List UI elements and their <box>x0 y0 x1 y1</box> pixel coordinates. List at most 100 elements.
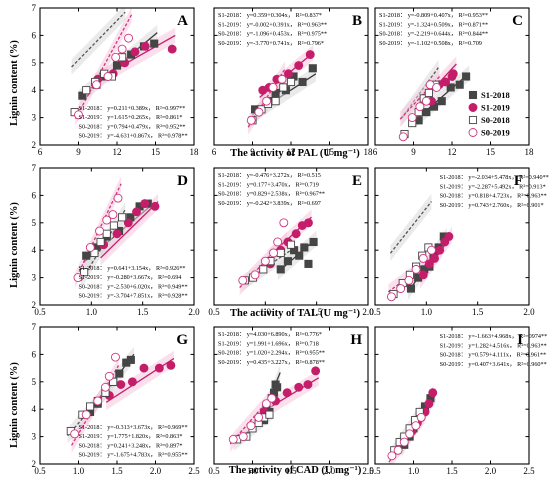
point-g-1-3 <box>139 363 149 373</box>
equation-a-3: S0-2019： y=-4.631+0.867x， R²=0.978** <box>79 133 188 140</box>
point-b-3-4 <box>277 74 287 84</box>
xtick-label-a-2: 12 <box>113 147 122 157</box>
point-g-3-3 <box>100 382 110 392</box>
point-f-3-1 <box>396 284 406 294</box>
equation-f-1: S1-2019： y=-2.287+5.492x， R²=0.913* <box>440 183 546 190</box>
xtick-label-e-1: 1.0 <box>260 307 272 317</box>
xtick-label-i-2: 1.5 <box>446 466 458 476</box>
point-f-3-3 <box>411 264 421 274</box>
fit-line-d-3 <box>74 183 122 281</box>
fit-band-a-2 <box>71 8 126 75</box>
point-f-1-2 <box>430 253 439 263</box>
point-d-1-1 <box>112 229 122 239</box>
point-b-0-6 <box>308 64 317 73</box>
equation-e-1: S1-2019： y=0.177+3.470x， R²=0.719 <box>218 181 319 188</box>
plot-area-f <box>386 193 454 302</box>
y-axis-titles: Lignin content (%) Lignin content (%) Li… <box>9 40 20 448</box>
ytick-label-d-5: 7 <box>32 163 37 173</box>
point-a-3-2 <box>103 72 113 81</box>
point-e-0-6 <box>309 237 318 247</box>
point-c-1-3 <box>441 77 451 87</box>
xtick-label-g-0: 0.5 <box>34 466 46 476</box>
point-a-3-1 <box>92 80 101 90</box>
point-a-2-1 <box>82 86 91 95</box>
point-c-3-1 <box>407 113 417 123</box>
point-g-1-1 <box>116 380 126 389</box>
equation-h-3: S0-2019： y=0.435+3.227x， R²=0.878** <box>218 359 325 366</box>
point-f-0-0 <box>406 284 415 293</box>
point-e-3-4 <box>273 237 283 247</box>
panel-label-d: D <box>177 173 188 189</box>
point-g-3-1 <box>81 410 91 420</box>
x-axis-title-row-2: The activity of TAL (U mg⁻¹) <box>230 308 360 319</box>
panel-g: 0.5 1.0 1.5 2.0 2.5 2 3 4 5 6 7 G S1-2018： y=-0.313+… <box>32 322 201 476</box>
equation-e-2: S0-2018： y=0.829+2.538x， R²=0.967** <box>218 191 325 198</box>
point-d-2-0 <box>80 268 89 277</box>
point-h-3-5 <box>267 393 277 403</box>
point-c-3-2 <box>415 102 425 112</box>
point-a-0-6 <box>150 39 159 48</box>
equation-e-0: S1-2018： y=-0.476+3.272x， R²=0.515 <box>218 172 321 179</box>
xtick-label-h-4: 2.5 <box>362 466 374 476</box>
equation-f-2: S0-2018： y=0.818+4.723x， R²=0.963** <box>440 193 547 200</box>
ytick-label-g-1: 3 <box>32 432 37 442</box>
point-d-1-5 <box>150 201 160 211</box>
xtick-label-i-4: 2.5 <box>523 466 535 476</box>
plot-area-e <box>238 209 318 296</box>
legend-label-1: S1-2019 <box>481 103 510 113</box>
panel-label-e: E <box>352 173 362 189</box>
point-e-0-4 <box>300 243 309 252</box>
point-g-0-4 <box>115 369 124 378</box>
ytick-label-a-5: 7 <box>32 3 37 13</box>
legend-marker-3 <box>468 128 478 137</box>
point-e-3-5 <box>279 218 289 228</box>
point-f-3-2 <box>404 275 414 285</box>
ytick-label-a-3: 5 <box>32 58 37 68</box>
xtick-label-a-3: 15 <box>151 147 161 157</box>
point-e-0-0 <box>276 265 285 274</box>
point-g-1-2 <box>127 377 137 387</box>
point-a-1-3 <box>130 47 140 57</box>
xtick-label-d-0: 0.5 <box>34 307 46 317</box>
equation-h-2: S0-2018： y=1.020+2.294x， R²=0.955** <box>218 350 325 357</box>
plot-area-a <box>70 8 177 127</box>
fit-band-a-3 <box>75 8 132 127</box>
point-b-3-0 <box>246 115 256 125</box>
ytick-label-a-0: 2 <box>32 140 37 150</box>
point-h-3-2 <box>246 421 256 431</box>
equation-i-1: S1-2019： y=1.282+4.516x， R²=0.963** <box>440 342 547 349</box>
point-b-0-5 <box>298 77 307 87</box>
point-d-2-5 <box>118 213 127 222</box>
xtick-label-c-2: 12 <box>448 147 457 157</box>
point-a-0-3 <box>112 61 122 70</box>
x-axis-titles: The activity of PAL (U mg⁻¹) The activit… <box>229 148 362 476</box>
equation-g-1: S1-2019： y=1.775+1.820x， R²=0.863* <box>79 433 183 440</box>
panel-e: 0.5 1.0 1.5 2.0 E S1-2018： y=-0.476+3.272x， R… <box>208 167 374 317</box>
point-e-2-4 <box>276 248 285 257</box>
point-d-3-4 <box>108 210 118 220</box>
xtick-label-a-4: 18 <box>190 147 200 157</box>
ytick-label-g-3: 5 <box>32 377 37 387</box>
point-c-3-5 <box>432 83 442 92</box>
point-a-1-5 <box>167 44 177 54</box>
ytick-label-a-2: 4 <box>32 85 37 95</box>
panel-label-i: I <box>517 332 523 348</box>
point-b-3-2 <box>262 96 272 106</box>
ytick-label-d-1: 3 <box>32 273 37 283</box>
equation-i-3: S0-2019： y=0.407+3.641x， R²=0.960** <box>440 361 547 368</box>
point-b-3-1 <box>254 107 264 117</box>
point-e-3-2 <box>260 256 270 266</box>
ytick-label-g-2: 4 <box>32 404 37 414</box>
point-e-0-3 <box>295 251 304 260</box>
point-h-2-5 <box>265 410 274 419</box>
point-g-0-6 <box>126 355 135 364</box>
y-axis-title-row-2: Lignin content (%) <box>9 202 20 288</box>
point-f-1-1 <box>424 259 434 269</box>
legend-marker-0 <box>468 90 478 100</box>
point-i-3-0 <box>387 451 397 461</box>
point-e-0-5 <box>304 259 313 268</box>
xtick-label-h-3: 2.0 <box>324 466 336 476</box>
point-e-1-5 <box>304 218 313 228</box>
point-d-3-2 <box>95 226 104 236</box>
